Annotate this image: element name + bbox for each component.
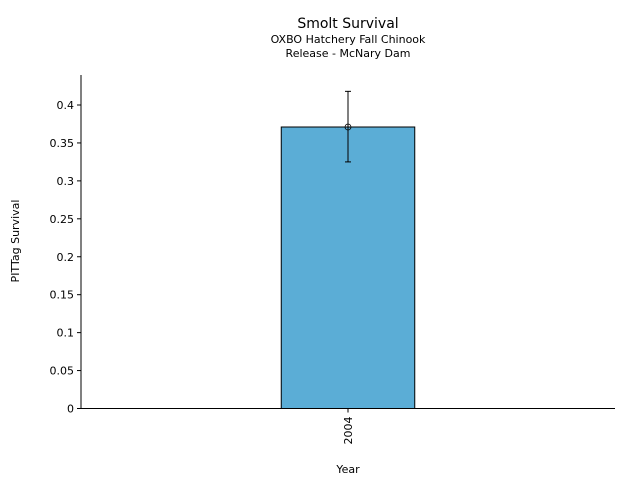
y-tick-label: 0.3 (57, 175, 75, 188)
point-marker (344, 123, 352, 131)
chart-title: Smolt Survival (297, 16, 398, 32)
y-tick-label: 0.2 (57, 251, 75, 264)
chart-subtitle-line-1: OXBO Hatchery Fall Chinook (271, 33, 426, 46)
y-tick-label: 0.05 (50, 365, 75, 378)
x-tick-label: 2004 (342, 417, 355, 445)
bar-2004 (280, 126, 416, 409)
y-tick-label: 0 (67, 403, 74, 416)
y-tick-label: 0.4 (57, 99, 75, 112)
y-tick-label: 0.1 (57, 327, 75, 340)
y-tick-label: 0.25 (50, 213, 75, 226)
x-axis-label: Year (335, 463, 360, 476)
y-tick-label: 0.15 (50, 289, 75, 302)
chart-subtitle-line-2: Release - McNary Dam (286, 47, 411, 60)
y-tick-label: 0.35 (50, 137, 75, 150)
y-axis-label: PITTag Survival (9, 200, 22, 283)
